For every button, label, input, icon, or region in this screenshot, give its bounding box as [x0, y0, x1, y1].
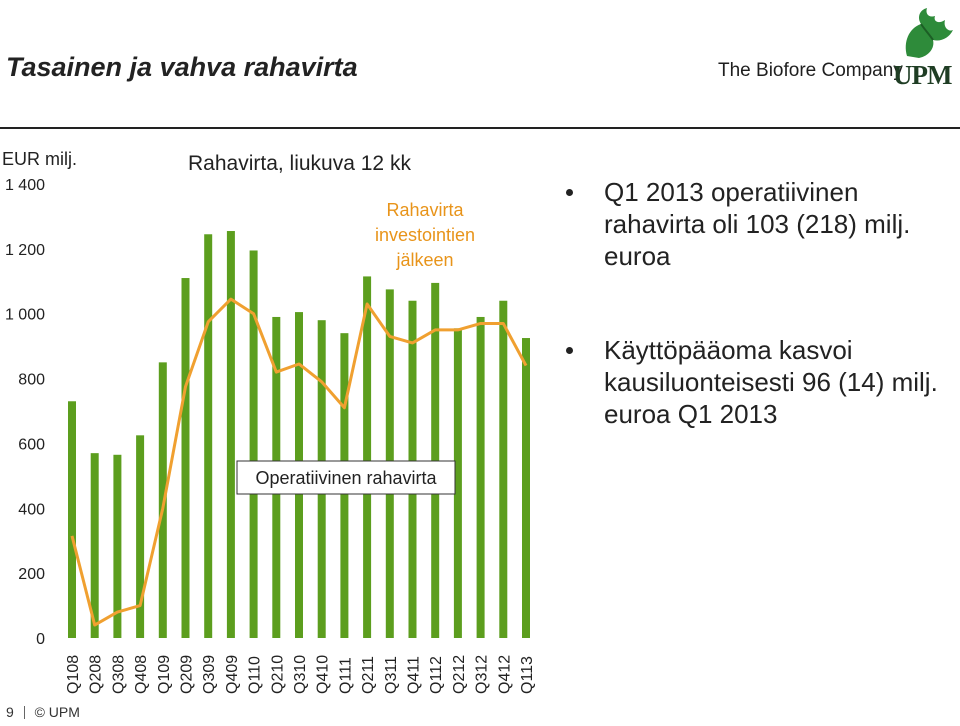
y-tick-label: 0 [36, 631, 45, 648]
bullet-item: Q1 2013 operatiivinen rahavirta oli 103 … [560, 176, 955, 272]
x-tick-label: Q412 [496, 655, 513, 694]
x-tick-label: Q408 [133, 655, 150, 694]
line-series-annotation: investointien [375, 225, 475, 245]
bullet-text: Q1 2013 operatiivinen rahavirta oli 103 … [604, 177, 911, 271]
bar [204, 234, 213, 638]
y-tick-label: 800 [18, 372, 45, 389]
bar [113, 454, 122, 638]
x-tick-label: Q309 [201, 655, 218, 694]
bar [68, 401, 76, 638]
x-tick-label: Q212 [451, 655, 468, 694]
bar [249, 250, 258, 638]
y-tick-label: 600 [18, 436, 45, 453]
x-tick-label: Q208 [88, 655, 105, 694]
page-number: 9 [6, 704, 14, 720]
page-title: Tasainen ja vahva rahavirta [6, 52, 358, 82]
bar-series-annotation: Operatiivinen rahavirta [255, 468, 437, 488]
bar [453, 328, 462, 638]
x-tick-label: Q311 [383, 656, 400, 694]
series-line [70, 297, 528, 627]
x-tick-label: Q308 [110, 655, 127, 694]
bar [363, 276, 372, 638]
bullet-item: Käyttöpääoma kasvoi kausiluonteisesti 96… [560, 334, 955, 430]
line-series-annotation: Rahavirta [386, 200, 464, 220]
bullet-list: Q1 2013 operatiivinen rahavirta oli 103 … [560, 176, 955, 492]
x-tick-label: Q110 [247, 656, 264, 694]
header-divider [0, 127, 960, 129]
bar-series-annotation-box [236, 460, 456, 495]
unit-label: EUR milj. [2, 149, 77, 169]
x-tick-label: Q108 [65, 655, 82, 694]
y-tick-label: 1 200 [5, 242, 45, 259]
x-tick-label: Q410 [315, 655, 332, 694]
line-series-annotation: jälkeen [395, 250, 453, 270]
bar [476, 316, 485, 638]
bar [136, 435, 145, 638]
upm-logo-text: UPM [893, 60, 952, 90]
y-tick-label: 200 [18, 566, 45, 583]
x-tick-label: Q111 [337, 657, 354, 694]
bar [431, 282, 440, 638]
bullet-text: Käyttöpääoma kasvoi kausiluonteisesti 96… [604, 335, 938, 429]
chart-title: Rahavirta, liukuva 12 kk [188, 152, 411, 175]
x-tick-label: Q113 [519, 656, 536, 694]
bar [90, 453, 99, 638]
footer-separator [23, 706, 25, 719]
x-tick-label: Q210 [269, 655, 286, 694]
x-tick-label: Q109 [156, 655, 173, 694]
upm-griffin-logo-icon [895, 4, 955, 69]
company-tagline: The Biofore Company [718, 60, 903, 81]
x-tick-label: Q211 [360, 656, 377, 694]
footer: 9 © UPM [6, 704, 80, 720]
x-tick-label: Q112 [428, 656, 445, 694]
copyright: © UPM [34, 704, 80, 720]
bar [181, 278, 190, 638]
bar [522, 338, 530, 638]
x-tick-label: Q409 [224, 655, 241, 694]
bullet-dot-icon [566, 347, 573, 354]
bar [226, 231, 235, 638]
bullet-dot-icon [566, 189, 573, 196]
y-tick-label: 1 000 [5, 307, 45, 324]
x-tick-label: Q312 [474, 655, 491, 694]
cash-flow-chart: 0 200 400 600 800 1 000 1 200 1 400 Q108 Q208 Q308… [5, 177, 536, 694]
y-tick-label: 1 400 [5, 177, 45, 194]
y-tick-label: 400 [18, 501, 45, 518]
x-tick-label: Q310 [292, 655, 309, 694]
x-tick-label: Q411 [406, 656, 423, 694]
x-tick-label: Q209 [179, 655, 196, 694]
bar [499, 300, 508, 638]
